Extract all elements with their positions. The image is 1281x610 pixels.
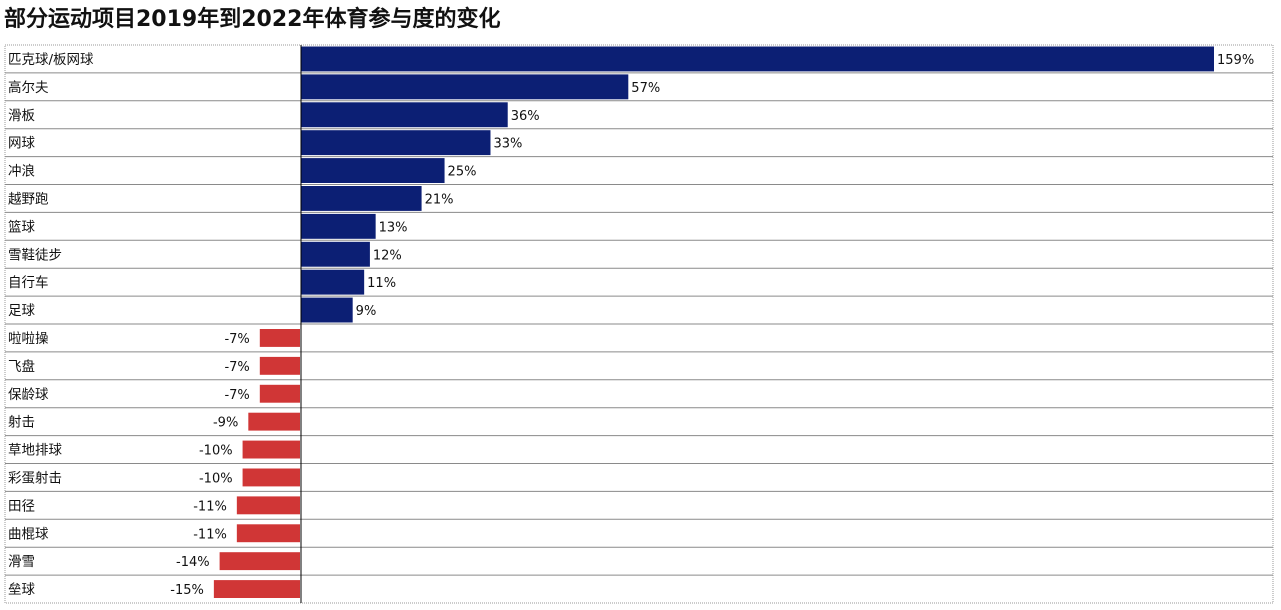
category-label: 保龄球 (8, 387, 49, 403)
value-label: -10% (199, 471, 233, 486)
bar-positive (301, 186, 422, 211)
category-label: 垒球 (8, 582, 35, 598)
value-label: 33% (493, 137, 522, 152)
chart-title: 部分运动项目2019年到2022年体育参与度的变化 (4, 7, 501, 32)
bar-negative (236, 524, 300, 543)
bar-negative (248, 412, 300, 431)
category-label: 曲棍球 (8, 526, 49, 542)
bar-negative (259, 356, 300, 375)
bar-positive (301, 269, 365, 295)
category-label: 高尔夫 (8, 79, 49, 96)
category-label: 啦啦操 (8, 331, 49, 347)
value-label: -11% (193, 527, 227, 542)
value-label: 12% (373, 248, 402, 263)
bar-positive (301, 130, 491, 156)
value-label: 25% (448, 165, 477, 180)
category-label: 匹克球/板网球 (8, 52, 94, 68)
category-label: 滑板 (8, 108, 35, 124)
bar-negative (259, 384, 300, 403)
value-label: -7% (224, 360, 249, 375)
bar-negative (236, 496, 300, 515)
bar-negative (242, 440, 300, 459)
value-label: -14% (176, 555, 210, 570)
category-label: 田径 (8, 498, 35, 514)
value-label: 36% (511, 109, 540, 124)
category-label: 彩蛋射击 (8, 470, 62, 486)
category-label: 网球 (8, 136, 35, 152)
value-label: 159% (1217, 53, 1254, 68)
category-label: 滑雪 (8, 554, 35, 570)
value-label: 21% (425, 192, 454, 207)
value-label: 57% (631, 81, 660, 96)
value-label: 13% (379, 220, 408, 235)
bar-negative (219, 552, 300, 571)
category-label: 飞盘 (8, 358, 35, 375)
bar-positive (301, 102, 508, 128)
category-label: 篮球 (8, 219, 35, 235)
category-label: 越野跑 (8, 191, 49, 207)
bar-positive (301, 74, 629, 100)
value-label: 11% (367, 276, 396, 291)
value-label: -15% (170, 583, 204, 598)
category-label: 雪鞋徒步 (8, 247, 62, 263)
bar-positive (301, 46, 1214, 72)
bar-negative (242, 468, 300, 487)
bar-negative (213, 580, 300, 598)
category-label: 足球 (8, 303, 35, 319)
value-label: -7% (224, 332, 249, 347)
value-label: -7% (224, 388, 249, 403)
bar-positive (301, 241, 370, 267)
value-label: -11% (193, 499, 227, 514)
value-label: -9% (213, 416, 238, 431)
bar-positive (301, 213, 376, 239)
bar-positive (301, 297, 353, 323)
bar-negative (259, 329, 300, 347)
category-label: 冲浪 (8, 164, 35, 180)
value-label: 9% (356, 304, 377, 319)
category-label: 草地排球 (8, 443, 62, 459)
category-label: 自行车 (8, 274, 49, 291)
bar-positive (301, 158, 445, 183)
value-label: -10% (199, 444, 233, 459)
category-label: 射击 (8, 415, 35, 431)
